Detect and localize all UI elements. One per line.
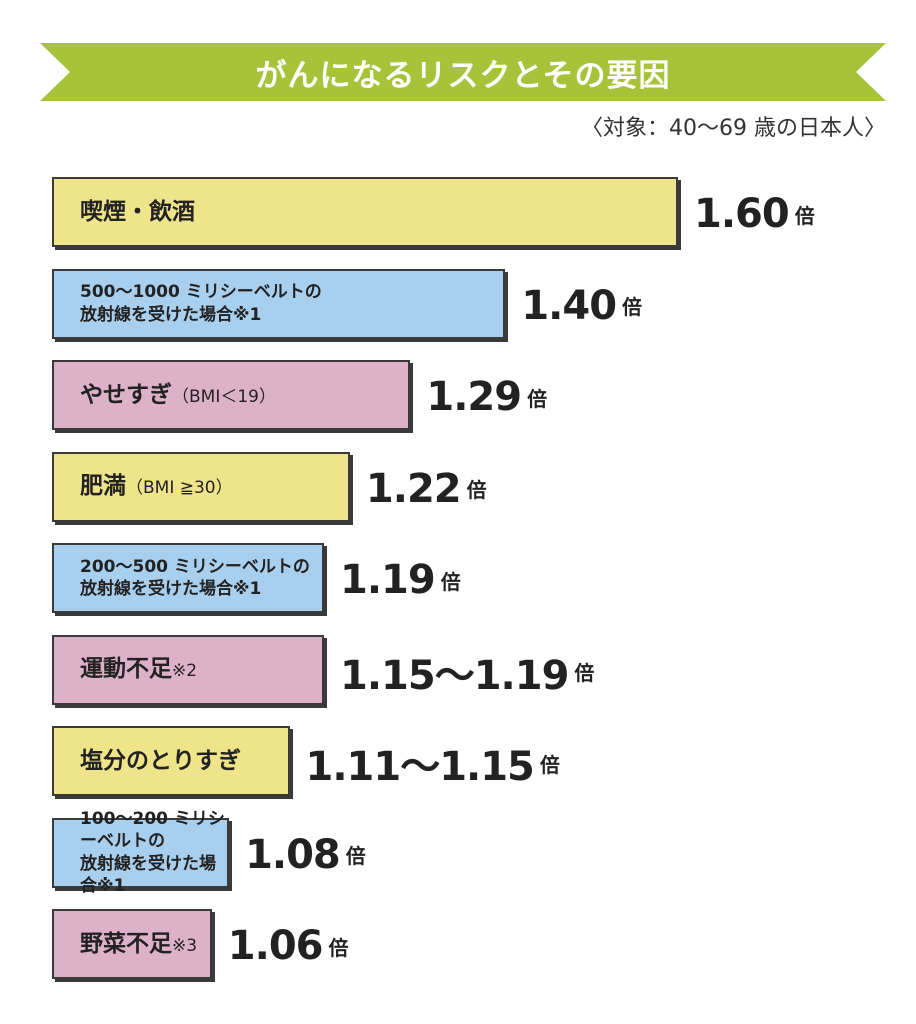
- bar-value-label: 1.40 倍: [521, 269, 642, 343]
- bar-value-unit: 倍: [466, 478, 487, 502]
- bar-value-label: 1.11〜1.15 倍: [306, 726, 560, 800]
- bar-value-unit: 倍: [794, 203, 815, 228]
- bar: 喫煙・飲酒: [52, 177, 678, 247]
- bar-label: 200〜500 ミリシーベルトの: [80, 556, 310, 577]
- bar-value-unit: 倍: [574, 661, 595, 685]
- bar-value-unit: 倍: [328, 935, 349, 960]
- chart-subtitle: 〈対象：40〜69 歳の日本人〉: [581, 116, 886, 141]
- bar-value: 1.08: [245, 831, 341, 878]
- bar-label: 100〜200 ミリシーベルトの: [80, 809, 225, 852]
- bar: 野菜不足※3: [52, 909, 212, 979]
- bar-value: 1.40: [521, 282, 617, 329]
- bar-label: 肥満（BMI ≧30）: [80, 473, 233, 500]
- bar-value-label: 1.22 倍: [366, 452, 487, 526]
- bar-value-label: 1.29 倍: [426, 360, 547, 434]
- bar: 運動不足※2: [52, 634, 325, 705]
- bar: 塩分のとりすぎ: [52, 726, 290, 796]
- bar: 500〜1000 ミリシーベルトの 放射線を受けた場合※1: [52, 268, 506, 339]
- bar-value-label: 1.06 倍: [228, 909, 349, 983]
- bar-label: 放射線を受けた場合※1: [80, 853, 216, 896]
- bar-value-label: 1.15〜1.19 倍: [340, 635, 594, 709]
- bar-value-label: 1.08 倍: [245, 818, 366, 892]
- bar-value-unit: 倍: [345, 844, 366, 868]
- bar-value: 1.29: [426, 374, 522, 420]
- bar-label: やせすぎ（BMI＜19）: [80, 381, 276, 408]
- bar-label: 500〜1000 ミリシーベルトの: [80, 282, 322, 303]
- bar-value-unit: 倍: [440, 569, 461, 594]
- bar-label-note: ※3: [172, 935, 198, 956]
- bar-label: 放射線を受けた場合※1: [80, 304, 262, 325]
- bar-label-note: ※2: [172, 661, 198, 682]
- bar-value: 1.22: [365, 465, 462, 512]
- bar-label: 塩分のとりすぎ: [80, 747, 241, 774]
- chart-title: がんになるリスクとその要因: [255, 57, 671, 94]
- bar-value-label: 1.60 倍: [694, 177, 815, 251]
- bar-value: 1.19: [340, 557, 436, 603]
- title-ribbon: [40, 43, 886, 101]
- bar-label: 野菜不足※3: [80, 930, 198, 957]
- bar-label: 運動不足※2: [80, 656, 198, 683]
- bar: 肥満（BMI ≧30）: [52, 451, 350, 522]
- bar-value-unit: 倍: [539, 752, 560, 777]
- bar: 100〜200 ミリシーベルトの 放射線を受けた場合※1: [52, 809, 230, 896]
- title-banner: [40, 43, 886, 101]
- bar-label-note: （BMI＜19）: [172, 386, 276, 407]
- bar-label: 喫煙・飲酒: [80, 198, 195, 225]
- bar-value-unit: 倍: [622, 295, 643, 319]
- bar-label: 放射線を受けた場合※1: [80, 579, 262, 599]
- bar-value: 1.60: [694, 191, 790, 237]
- bar: やせすぎ（BMI＜19）: [52, 360, 411, 430]
- bar: 200〜500 ミリシーベルトの 放射線を受けた場合※1: [52, 543, 325, 613]
- bar-value: 1.06: [227, 923, 324, 969]
- bar-label-note: （BMI ≧30）: [126, 478, 233, 499]
- bar-value-label: 1.19 倍: [340, 543, 461, 617]
- bar-value: 1.15〜1.19: [340, 652, 569, 699]
- bar-value: 1.11〜1.15: [305, 744, 535, 790]
- bar-value-unit: 倍: [527, 386, 548, 411]
